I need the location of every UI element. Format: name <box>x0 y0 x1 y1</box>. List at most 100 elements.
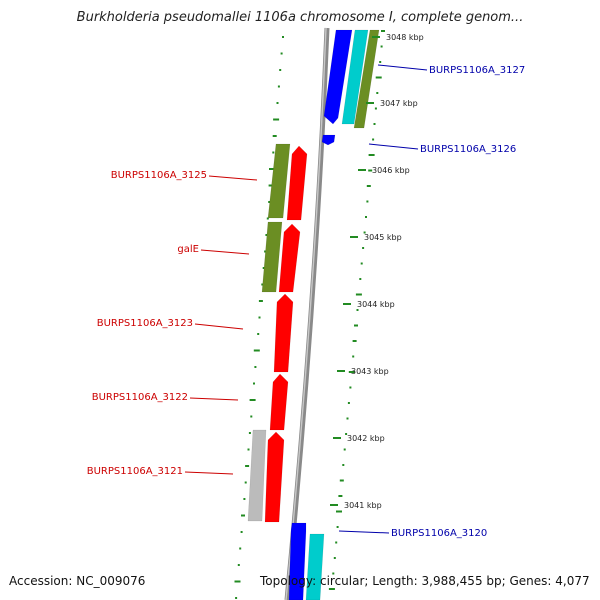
gc-dot-outer <box>262 267 265 269</box>
scale-label: 3045 kbp <box>364 233 402 242</box>
gene-label: galE <box>177 244 199 255</box>
scale-label: 3041 kbp <box>344 501 382 510</box>
gc-dot-outer <box>276 102 279 104</box>
gc-dot-inner <box>368 154 375 156</box>
gene-label-line <box>338 530 390 534</box>
gene-label: BURPS1106A_3121 <box>87 466 183 477</box>
gene-label-line <box>184 471 234 475</box>
reverse-cds-arrow <box>264 431 285 523</box>
gc-dot-outer <box>264 250 267 253</box>
scale-tick <box>330 504 338 506</box>
gc-dot-outer <box>272 135 277 137</box>
gc-dot-inner <box>333 557 336 559</box>
gc-dot-outer <box>243 498 246 500</box>
gc-dot-outer <box>253 349 260 352</box>
gene-features <box>247 29 380 600</box>
gc-dot-inner <box>332 572 335 575</box>
gc-dot-inner <box>342 464 345 466</box>
gc-dot-inner <box>336 526 339 528</box>
scale-labels: 3048 kbp 3047 kbp 3046 kbp 3045 kbp 3044 kbp… <box>344 33 424 510</box>
forward-cds-arrow <box>323 29 353 125</box>
gc-dot-inner <box>345 433 348 435</box>
gc-dot-inner <box>348 371 355 373</box>
gc-dot-outer <box>234 580 241 583</box>
gc-dot-outer <box>269 168 275 170</box>
gc-dot-inner <box>335 541 338 544</box>
gene-label-line <box>189 397 239 401</box>
gene-label: BURPS1106A_3120 <box>391 528 487 539</box>
scale-tick <box>333 437 341 439</box>
gc-dot-outer <box>261 283 264 286</box>
scale-label: 3046 kbp <box>372 166 410 175</box>
scale-tick <box>343 303 351 305</box>
gc-dot-outer <box>282 36 284 38</box>
gc-dot-outer <box>273 118 280 121</box>
gc-dot-outer <box>266 217 269 220</box>
chromosome-backbone-highlight <box>285 27 327 600</box>
map-title: Burkholderia pseudomallei 1106a chromoso… <box>76 10 524 25</box>
gc-content-dots <box>234 30 385 599</box>
reverse-cds-arrow <box>286 145 308 221</box>
backbone-group <box>284 27 330 600</box>
gc-dot-inner <box>368 169 373 172</box>
gene-label: BURPS1106A_3122 <box>92 392 188 403</box>
gc-dot-inner <box>354 324 358 327</box>
gc-dot-inner <box>375 76 382 79</box>
gene-label: BURPS1106A_3123 <box>97 318 193 329</box>
gc-dot-outer <box>240 531 243 533</box>
gc-dot-outer <box>258 300 263 302</box>
gc-dot-inner <box>363 231 366 234</box>
gc-dot-inner <box>343 448 346 451</box>
forward-feature-bar <box>305 533 325 600</box>
scale-tick <box>350 236 358 238</box>
gc-dot-inner <box>338 495 343 497</box>
gc-dot-inner <box>372 138 375 141</box>
gene-label-line <box>200 249 250 255</box>
reverse-cds-arrow <box>273 293 294 373</box>
gc-dot-outer <box>277 85 280 88</box>
gene-label-line <box>368 143 419 150</box>
forward-cds-arrow <box>321 134 336 146</box>
gc-dot-inner <box>366 200 369 203</box>
gc-dot-outer <box>257 333 260 335</box>
gc-dot-outer <box>279 69 282 71</box>
forward-feature-bar <box>341 29 369 125</box>
gc-dot-outer <box>248 432 251 434</box>
other-feature-bar <box>247 429 267 522</box>
gene-labels: BURPS1106A_3127 BURPS1106A_3126 BURPS1106A… <box>87 65 526 539</box>
gc-dot-outer <box>237 564 240 566</box>
gc-dot-inner <box>362 247 365 249</box>
gene-label: BURPS1106A_3126 <box>420 144 516 155</box>
gene-label-line <box>194 323 244 330</box>
scale-tick <box>372 36 380 38</box>
gc-dot-inner <box>366 185 371 187</box>
gc-dot-outer <box>268 184 273 187</box>
gc-dot-inner <box>379 61 382 63</box>
scale-ticks <box>330 36 380 506</box>
reverse-cds-arrow <box>269 373 289 431</box>
gc-dot-inner <box>349 386 352 389</box>
gc-dot-inner <box>360 262 363 265</box>
gc-dot-inner <box>339 479 344 482</box>
gc-dot-inner <box>355 293 362 296</box>
gc-dot-outer <box>254 366 257 368</box>
scale-label: 3043 kbp <box>351 367 389 376</box>
gc-dot-outer <box>272 151 275 154</box>
reverse-feature-bar <box>267 143 291 219</box>
gene-label-line <box>377 64 428 71</box>
reverse-feature-bar <box>353 29 380 129</box>
scale-label: 3042 kbp <box>347 434 385 443</box>
gc-dot-outer <box>250 415 253 418</box>
gc-dot-outer <box>258 316 261 319</box>
gc-dot-inner <box>359 278 362 280</box>
gc-dot-inner <box>352 355 355 358</box>
gc-dot-inner <box>347 402 350 404</box>
gc-dot-inner <box>356 309 359 311</box>
reverse-cds-arrow <box>278 223 301 293</box>
scale-tick <box>366 102 374 104</box>
gc-dot-outer <box>244 481 247 484</box>
chromosome-backbone <box>284 27 330 600</box>
gc-dot-outer <box>241 514 245 517</box>
accession-text: Accession: NC_009076 <box>9 574 146 588</box>
